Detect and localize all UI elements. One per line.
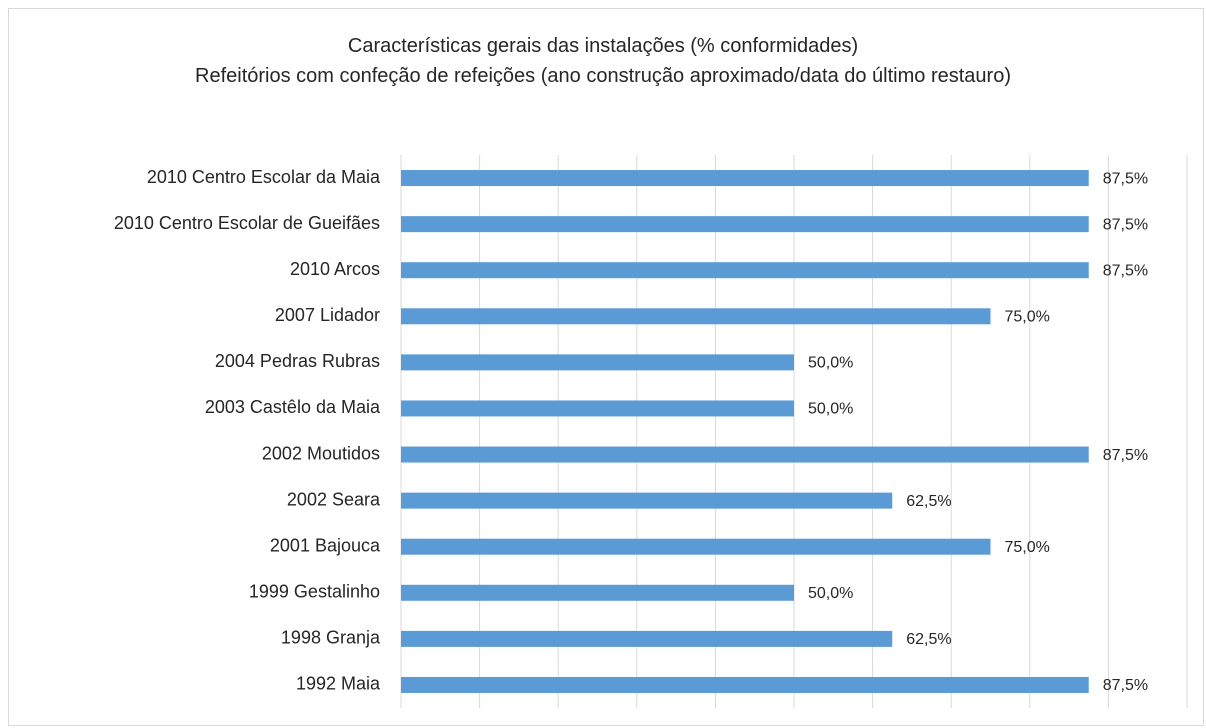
bar	[401, 676, 1089, 693]
bar	[401, 584, 794, 601]
y-tick-label: 2010 Centro Escolar da Maia	[147, 167, 381, 187]
data-label: 75,0%	[1005, 539, 1050, 556]
bar	[401, 354, 794, 371]
bar	[401, 262, 1089, 279]
y-tick-label: 2010 Arcos	[290, 259, 380, 279]
data-label: 87,5%	[1103, 170, 1148, 187]
y-tick-label: 2001 Bajouca	[270, 535, 381, 555]
data-label: 50,0%	[808, 401, 853, 418]
y-tick-label: 1999 Gestalinho	[249, 582, 380, 602]
bar	[401, 538, 991, 555]
y-tick-label: 1992 Maia	[296, 674, 381, 694]
data-label: 50,0%	[808, 355, 853, 372]
data-label: 50,0%	[808, 585, 853, 602]
data-label: 62,5%	[906, 493, 951, 510]
bar	[401, 216, 1089, 233]
data-label: 75,0%	[1005, 309, 1050, 326]
bar	[401, 446, 1089, 463]
y-tick-label: 2010 Centro Escolar de Gueifães	[114, 213, 380, 233]
y-tick-label: 2007 Lidador	[275, 305, 380, 325]
y-tick-label: 2003 Castêlo da Maia	[205, 397, 381, 417]
data-label: 87,5%	[1103, 216, 1148, 233]
chart-frame	[8, 8, 1204, 726]
data-label: 87,5%	[1103, 447, 1148, 464]
chart-subtitle: Refeitórios com confeção de refeições (a…	[195, 65, 1011, 87]
bar	[401, 630, 893, 647]
bar	[401, 170, 1089, 187]
data-label: 87,5%	[1103, 677, 1148, 694]
bar	[401, 400, 794, 417]
data-label: 62,5%	[906, 631, 951, 648]
chart-title: Características gerais das instalações (…	[347, 35, 859, 57]
y-tick-label: 2002 Moutidos	[262, 443, 380, 463]
titles: Características gerais das instalações (…	[163, 31, 1043, 91]
bar	[401, 492, 893, 509]
y-tick-label: 2004 Pedras Rubras	[215, 351, 380, 371]
y-tick-label: 1998 Granja	[281, 628, 381, 648]
data-label: 87,5%	[1103, 262, 1148, 279]
bar	[401, 308, 991, 325]
y-tick-label: 2002 Seara	[287, 489, 381, 509]
